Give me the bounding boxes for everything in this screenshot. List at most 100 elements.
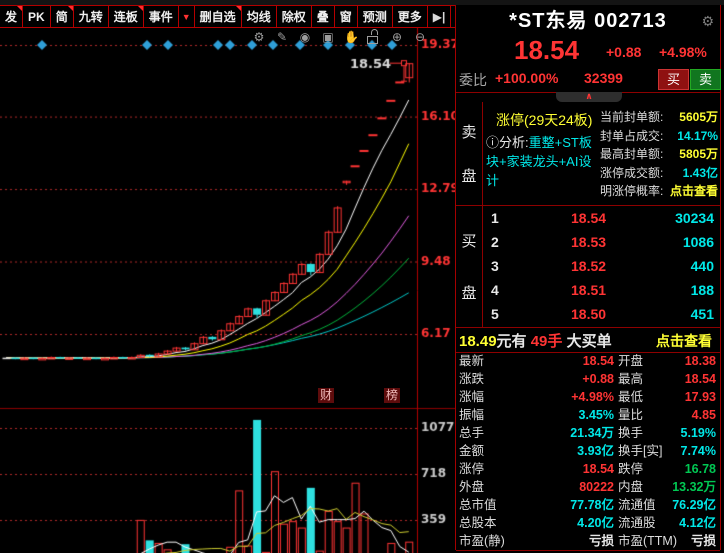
order-price: 18.51 xyxy=(571,282,607,298)
stat-value: 3.93亿 xyxy=(577,444,614,458)
stat-label: 外盘 xyxy=(459,480,485,494)
toolbar-item-8[interactable]: 均线 xyxy=(240,5,277,28)
stat-label: 跌停 xyxy=(618,462,644,476)
toolbar-item-11[interactable]: 窗 xyxy=(333,5,358,28)
pen-icon[interactable]: ✎ xyxy=(276,29,288,44)
order-row[interactable]: 1 18.54 30234 xyxy=(483,206,720,230)
big-order-link[interactable]: 点击查看 xyxy=(656,333,712,349)
stats-row: 市盈(静) 亏损 市盈(TTM) 亏损 xyxy=(456,532,720,550)
zoom-out-icon[interactable]: ⊖ xyxy=(414,29,426,44)
stat-value: +0.88 xyxy=(582,372,614,386)
stat-value: 4.20亿 xyxy=(577,516,614,530)
order-price: 18.53 xyxy=(571,234,607,250)
limit-stat-row: 明涨停概率: 点击查看 xyxy=(600,182,718,201)
stat-label: 涨停 xyxy=(459,462,485,476)
toolbar-item-5[interactable]: 事件 xyxy=(142,5,179,28)
lock-body xyxy=(367,36,378,44)
stat-value: 5605万 xyxy=(679,110,718,124)
big-order-segment: 元有 xyxy=(496,333,531,350)
stat-value: 亏损 xyxy=(690,534,716,548)
toolbar-item-10[interactable]: 叠 xyxy=(310,5,335,28)
toolbar-item-12[interactable]: 预测 xyxy=(356,5,393,28)
order-row[interactable]: 5 18.50 451 xyxy=(483,302,720,326)
order-volume: 188 xyxy=(690,282,714,298)
stats-grid: 最新 18.54 开盘 18.38 涨跌 +0.88 最高 18.54 涨幅 +4.98% 最低 17… xyxy=(456,352,720,550)
stat-label: 涨跌 xyxy=(459,372,485,386)
analysis-text[interactable]: ⓘ分析:重整+ST板块+家装龙头+AI设计 xyxy=(486,134,598,191)
sell-button[interactable]: 卖 xyxy=(690,69,721,90)
stat-value: 76.29亿 xyxy=(672,498,716,512)
stat-value: 18.54 xyxy=(582,354,614,368)
finance-badge[interactable]: 财 xyxy=(318,388,335,403)
toolbar-item-7[interactable]: 删自选 xyxy=(193,5,242,28)
panel-gear-icon[interactable]: ⚙ xyxy=(701,13,714,29)
order-row[interactable]: 3 18.52 440 xyxy=(483,254,720,278)
toolbar-item-4[interactable]: 连板 xyxy=(107,5,144,28)
order-row[interactable]: 4 18.51 188 xyxy=(483,278,720,302)
kline-volume-chart[interactable] xyxy=(0,28,455,553)
limit-up-streak-tag: 涨停(29天24板) xyxy=(496,112,593,128)
stat-value: 18.38 xyxy=(684,354,716,368)
stat-value: 亏损 xyxy=(588,534,614,548)
sell-side-label: 卖盘 xyxy=(456,102,483,205)
lock-icon[interactable] xyxy=(367,29,381,44)
toolbar-item-1[interactable]: PK xyxy=(22,5,51,28)
lock-arc xyxy=(370,29,378,35)
big-order-segment: 49手 xyxy=(530,333,563,350)
side-char: 买 xyxy=(461,232,477,250)
buy-button[interactable]: 买 xyxy=(658,69,689,90)
analysis-tags: 重整+ST板块+家装龙头+AI设计 xyxy=(486,135,592,188)
stat-value[interactable]: 点击查看 xyxy=(669,184,718,198)
toolbox-icon[interactable]: ▣ xyxy=(322,29,334,44)
toolbar-item-2[interactable]: 简 xyxy=(49,5,74,28)
stats-row: 总股本 4.20亿 流通股 4.12亿 xyxy=(456,514,720,532)
toolbar-item-13[interactable]: 更多 xyxy=(391,5,428,28)
stat-value: 16.78 xyxy=(684,462,716,476)
collapse-tab[interactable]: ∧ xyxy=(556,92,622,102)
stat-value: 80222 xyxy=(579,480,614,494)
limit-stat-row: 当前封单额: 5605万 xyxy=(600,108,718,127)
stat-label: 当前封单额: xyxy=(600,110,664,124)
ranking-badge[interactable]: 榜 xyxy=(384,388,401,403)
toolbar-item-9[interactable]: 除权 xyxy=(275,5,312,28)
info-icon-prefix: ⓘ分析: xyxy=(486,135,529,150)
toolbar-item-0[interactable]: 发 xyxy=(0,5,24,28)
stat-value: 21.34万 xyxy=(570,426,614,440)
stock-title-row: *ST东易 002713 ⚙ xyxy=(456,5,720,38)
gear-icon[interactable]: ⚙ xyxy=(253,29,265,44)
big-order-text: 18.49元有 49手 大买单 xyxy=(459,330,612,351)
limit-stat-row: 涨停成交额: 1.43亿 xyxy=(600,164,718,183)
limit-up-stats: 当前封单额: 5605万 封单占成交: 14.17% 最高封单额: 5805万 涨停成交额:… xyxy=(600,108,718,201)
zoom-in-icon[interactable]: ⊕ xyxy=(391,29,403,44)
corner-flag xyxy=(137,6,143,11)
toolbar-item-3[interactable]: 九转 xyxy=(72,5,109,28)
order-book: 1 18.54 30234 2 18.53 1086 3 18.52 440 4 18.51 188 5… xyxy=(483,206,720,327)
order-level: 5 xyxy=(491,306,499,322)
stats-row: 外盘 80222 内盘 13.32万 xyxy=(456,478,720,496)
order-row[interactable]: 2 18.53 1086 xyxy=(483,230,720,254)
sell-side-section: 卖盘 涨停(29天24板) ⓘ分析:重整+ST板块+家装龙头+AI设计 当前封单… xyxy=(456,102,720,206)
stat-value: 18.54 xyxy=(582,462,614,476)
toolbar-item-6[interactable]: ▼ xyxy=(177,5,195,28)
weibi-row: 委比 +100.00% 32399 买 卖 xyxy=(456,66,721,93)
stat-value: 1.43亿 xyxy=(682,165,718,180)
price-change-pct: +4.98% xyxy=(659,44,707,60)
stat-label: 总市值 xyxy=(459,498,497,512)
stat-label: 量比 xyxy=(618,408,644,422)
stat-label: 最高封单额: xyxy=(600,147,664,161)
stat-label: 总手 xyxy=(459,426,485,440)
stat-value: 7.74% xyxy=(680,444,716,458)
stats-row: 金额 3.93亿 换手[实] 7.74% xyxy=(456,442,720,460)
toolbar-item-14[interactable]: ▶| xyxy=(426,5,452,28)
stats-row: 涨跌 +0.88 最高 18.54 xyxy=(456,370,720,388)
corner-flag xyxy=(67,6,73,11)
stat-label: 市盈(TTM) xyxy=(618,534,678,548)
hand-icon[interactable]: ✋ xyxy=(344,29,359,44)
eye-icon[interactable]: ◉ xyxy=(299,29,311,44)
panel-bottom-border xyxy=(456,550,720,551)
stat-value: +4.98% xyxy=(571,390,614,404)
buy-side-label: 买盘 xyxy=(456,206,483,327)
stat-value: 14.17% xyxy=(677,128,718,143)
